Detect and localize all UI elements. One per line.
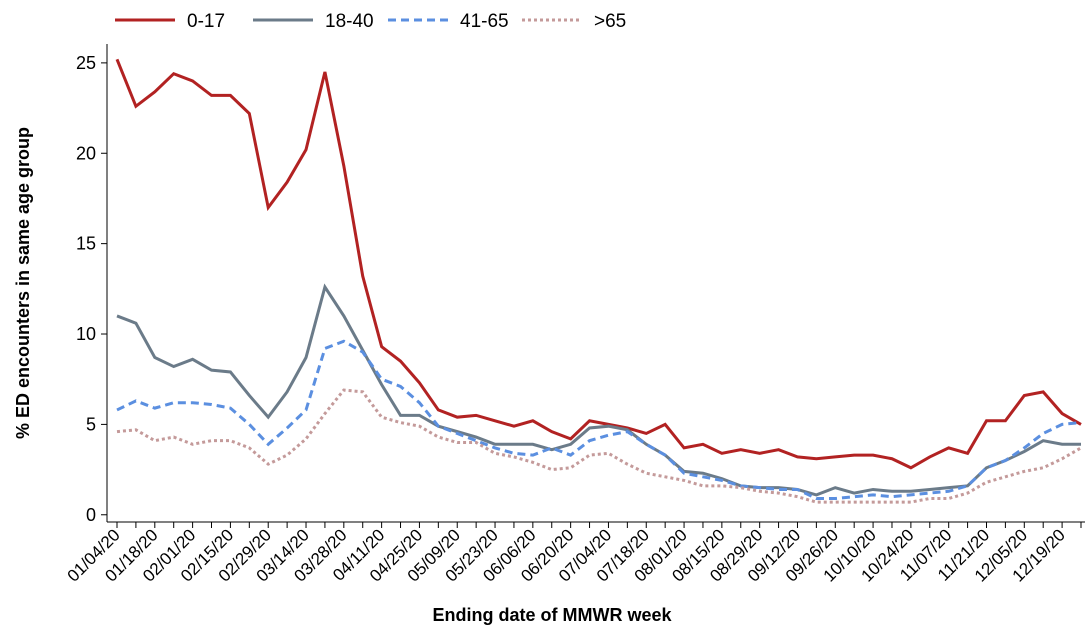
y-tick-label: 10	[76, 324, 96, 344]
y-axis-label: % ED encounters in same age group	[13, 127, 33, 439]
legend-label: 18-40	[325, 11, 374, 32]
series-line	[116, 283, 1081, 497]
series-line	[116, 339, 1082, 501]
y-tick-label: 5	[86, 414, 96, 434]
y-tick-label: 25	[76, 53, 96, 73]
y-tick-label: 20	[76, 143, 96, 163]
legend-label: >65	[594, 11, 626, 32]
series-line	[115, 58, 1082, 470]
y-tick-label: 0	[86, 505, 96, 525]
y-tick-label: 15	[76, 234, 96, 254]
legend-label: 0-17	[187, 11, 225, 32]
series-line	[116, 388, 1082, 504]
legend-label: 41-65	[460, 11, 509, 32]
x-axis-label: Ending date of MMWR week	[432, 605, 672, 625]
